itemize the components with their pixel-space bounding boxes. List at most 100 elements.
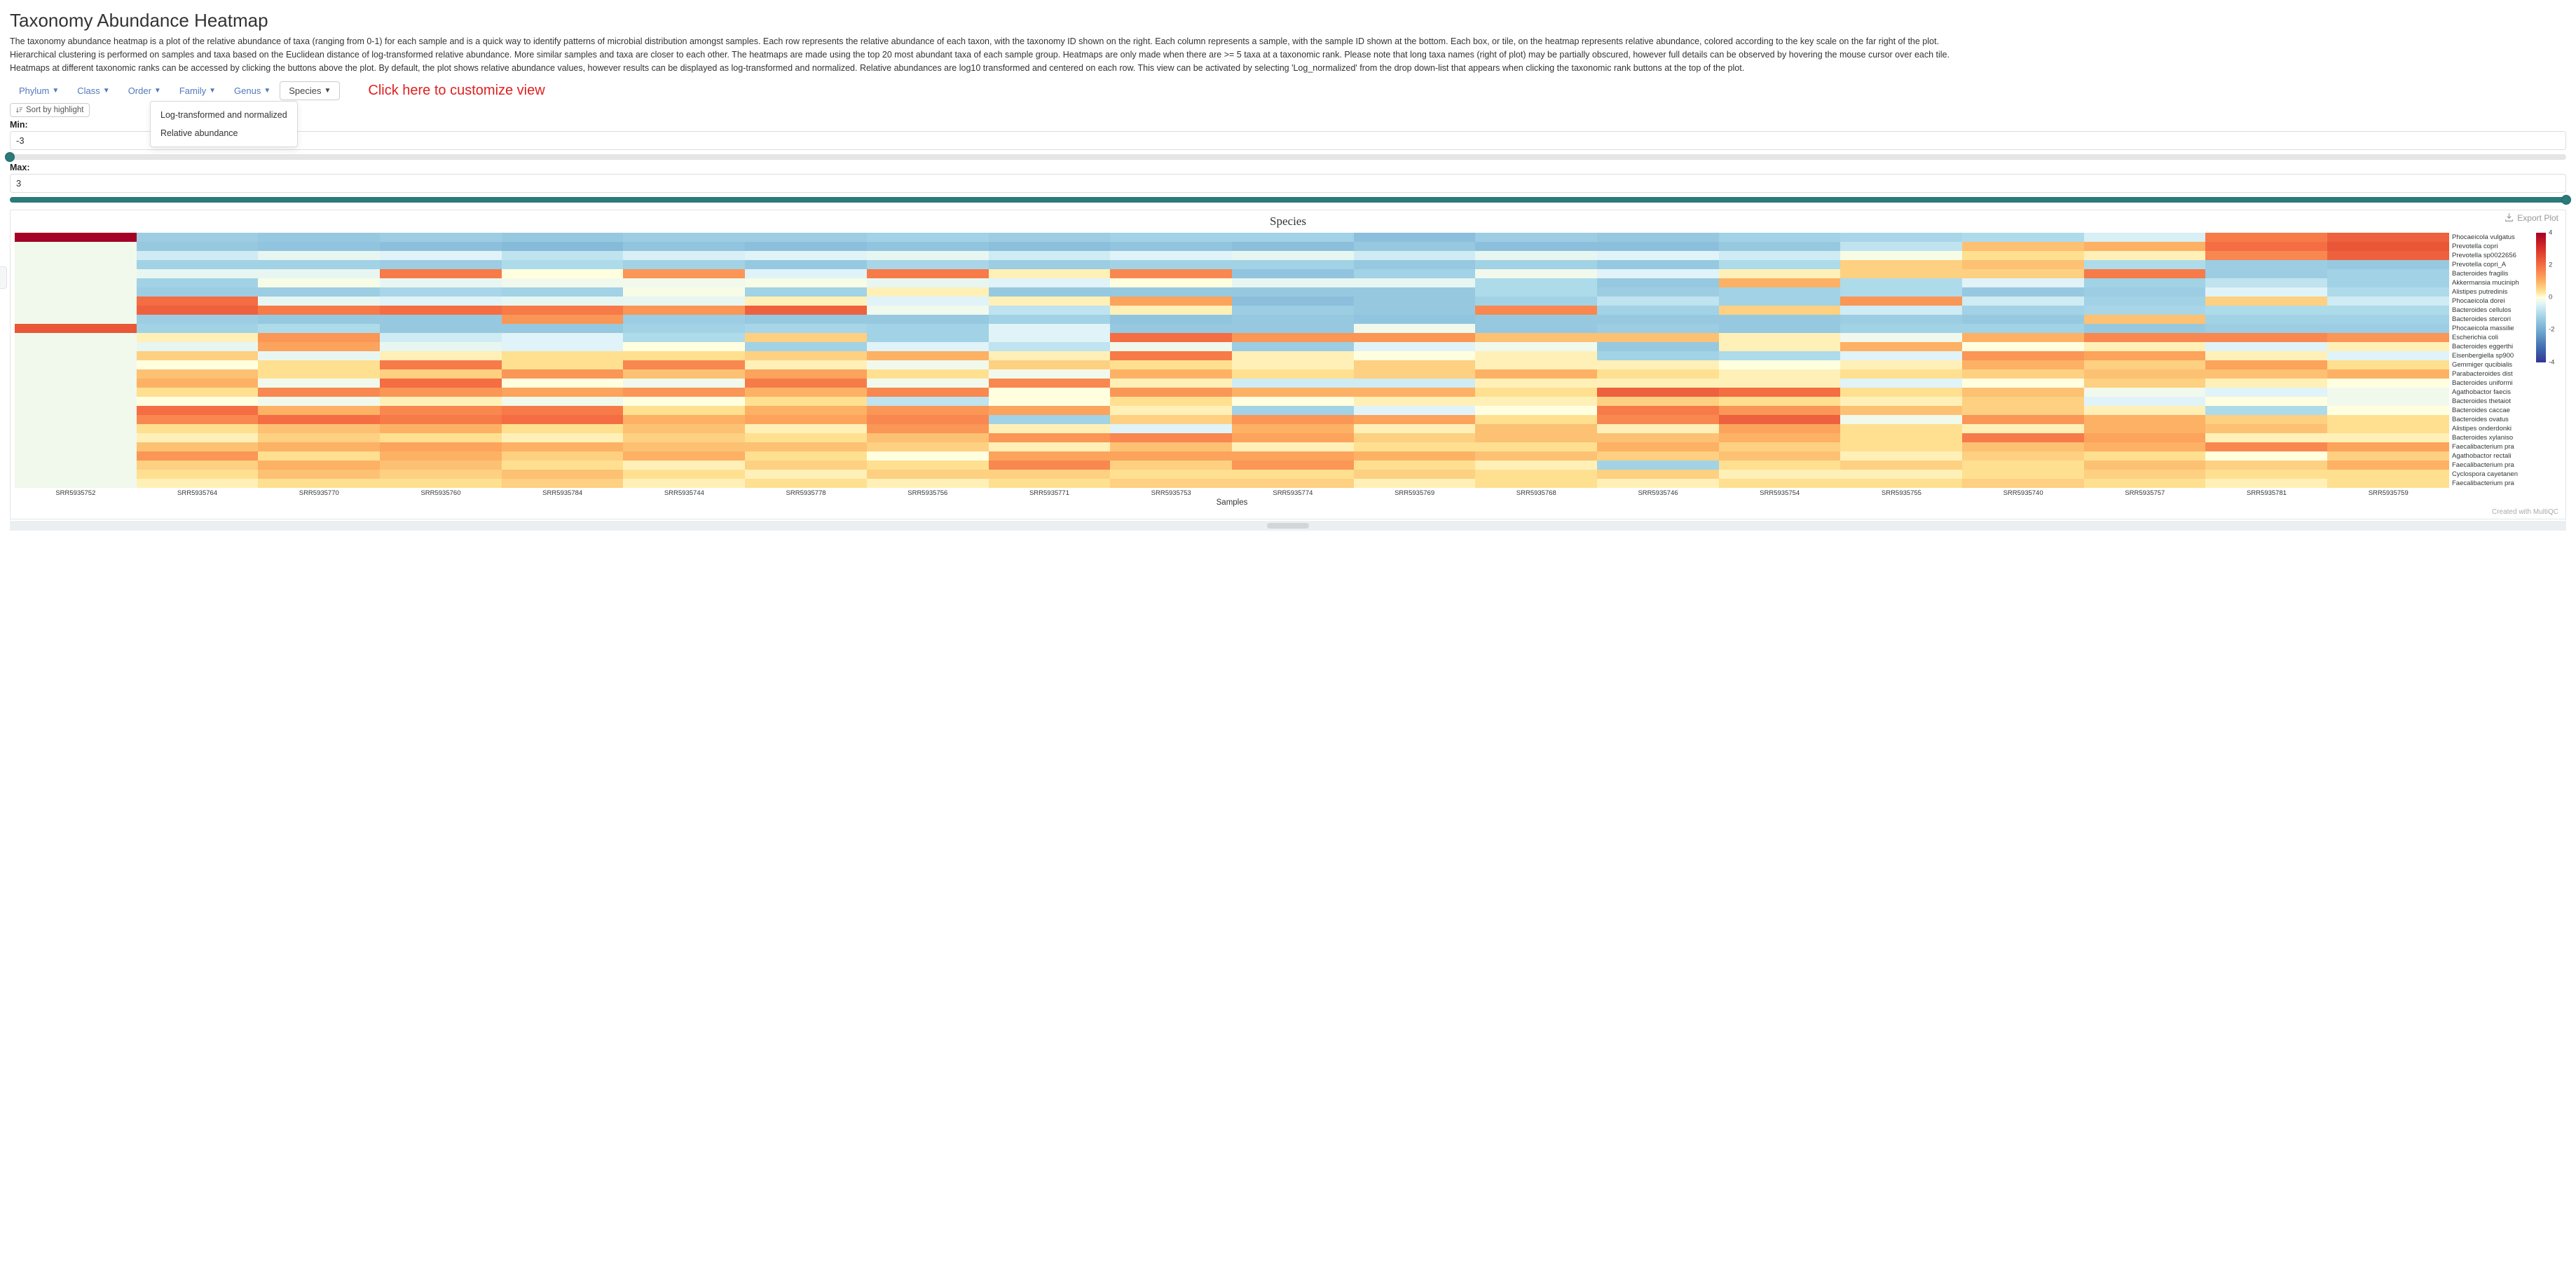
heatmap-cell[interactable] [623, 433, 745, 442]
heatmap-cell[interactable] [623, 442, 745, 451]
heatmap-cell[interactable] [623, 479, 745, 488]
heatmap-cell[interactable] [502, 333, 624, 342]
heatmap-cell[interactable] [623, 470, 745, 479]
heatmap-cell[interactable] [989, 369, 1111, 379]
heatmap-cell[interactable] [1232, 433, 1354, 442]
heatmap-cell[interactable] [2205, 388, 2327, 397]
heatmap-cell[interactable] [137, 315, 259, 324]
heatmap-cell[interactable] [1232, 260, 1354, 269]
heatmap-cell[interactable] [1840, 479, 1962, 488]
heatmap-cell[interactable] [2205, 324, 2327, 333]
heatmap-cell[interactable] [502, 278, 624, 287]
tax-tab-species[interactable]: Species▼ [280, 81, 340, 100]
heatmap-cell[interactable] [15, 297, 137, 306]
heatmap-cell[interactable] [502, 360, 624, 369]
heatmap-cell[interactable] [2084, 251, 2206, 260]
heatmap-cell[interactable] [1475, 379, 1597, 388]
heatmap-cell[interactable] [1962, 406, 2084, 415]
heatmap-cell[interactable] [1597, 315, 1719, 324]
heatmap-cell[interactable] [502, 461, 624, 470]
heatmap-cell[interactable] [258, 461, 380, 470]
sort-by-highlight-button[interactable]: Sort by highlight [10, 103, 90, 117]
heatmap-cell[interactable] [989, 297, 1111, 306]
heatmap-cell[interactable] [502, 297, 624, 306]
heatmap-cell[interactable] [137, 461, 259, 470]
heatmap-cell[interactable] [1597, 360, 1719, 369]
min-slider-thumb[interactable] [5, 152, 15, 162]
heatmap-cell[interactable] [1840, 342, 1962, 351]
heatmap-cell[interactable] [380, 306, 502, 315]
heatmap-cell[interactable] [2327, 315, 2449, 324]
heatmap-cell[interactable] [1110, 369, 1232, 379]
heatmap-cell[interactable] [137, 333, 259, 342]
heatmap-cell[interactable] [258, 415, 380, 424]
heatmap-cell[interactable] [1354, 461, 1476, 470]
heatmap-cell[interactable] [867, 297, 989, 306]
heatmap-cell[interactable] [258, 470, 380, 479]
heatmap-cell[interactable] [1962, 351, 2084, 360]
heatmap-cell[interactable] [15, 388, 137, 397]
heatmap-cell[interactable] [1110, 242, 1232, 251]
heatmap-cell[interactable] [1475, 297, 1597, 306]
heatmap-cell[interactable] [1475, 433, 1597, 442]
heatmap-cell[interactable] [867, 406, 989, 415]
heatmap-cell[interactable] [15, 360, 137, 369]
heatmap-cell[interactable] [1475, 333, 1597, 342]
heatmap-cell[interactable] [258, 451, 380, 461]
heatmap-cell[interactable] [745, 442, 867, 451]
heatmap-cell[interactable] [137, 242, 259, 251]
heatmap-cell[interactable] [2327, 260, 2449, 269]
heatmap-cell[interactable] [502, 251, 624, 260]
heatmap-cell[interactable] [1475, 342, 1597, 351]
heatmap-cell[interactable] [137, 415, 259, 424]
heatmap-cell[interactable] [989, 333, 1111, 342]
heatmap-cell[interactable] [502, 406, 624, 415]
heatmap-cell[interactable] [502, 442, 624, 451]
heatmap-cell[interactable] [2205, 315, 2327, 324]
heatmap-cell[interactable] [258, 397, 380, 406]
heatmap-cell[interactable] [1354, 379, 1476, 388]
heatmap-cell[interactable] [1719, 251, 1841, 260]
heatmap-cell[interactable] [1840, 379, 1962, 388]
heatmap-cell[interactable] [258, 315, 380, 324]
heatmap-cell[interactable] [1597, 260, 1719, 269]
heatmap-cell[interactable] [867, 269, 989, 278]
heatmap-cell[interactable] [258, 306, 380, 315]
heatmap-cell[interactable] [1232, 333, 1354, 342]
heatmap-cell[interactable] [2084, 306, 2206, 315]
heatmap-cell[interactable] [15, 269, 137, 278]
heatmap-cell[interactable] [1232, 461, 1354, 470]
heatmap-cell[interactable] [623, 251, 745, 260]
heatmap-cell[interactable] [1354, 451, 1476, 461]
heatmap-cell[interactable] [1110, 315, 1232, 324]
heatmap-cell[interactable] [380, 369, 502, 379]
heatmap-cell[interactable] [2084, 470, 2206, 479]
heatmap-cell[interactable] [1597, 379, 1719, 388]
heatmap-cell[interactable] [1354, 433, 1476, 442]
heatmap-cell[interactable] [380, 251, 502, 260]
heatmap-cell[interactable] [1719, 433, 1841, 442]
heatmap-cell[interactable] [380, 360, 502, 369]
heatmap-cell[interactable] [2327, 479, 2449, 488]
heatmap-cell[interactable] [1840, 287, 1962, 297]
heatmap-cell[interactable] [137, 351, 259, 360]
heatmap-cell[interactable] [867, 424, 989, 433]
heatmap-cell[interactable] [867, 260, 989, 269]
heatmap-cell[interactable] [1962, 260, 2084, 269]
heatmap-cell[interactable] [1597, 442, 1719, 451]
heatmap-cell[interactable] [2205, 251, 2327, 260]
heatmap-cell[interactable] [502, 324, 624, 333]
heatmap-cell[interactable] [258, 369, 380, 379]
heatmap-cell[interactable] [1597, 415, 1719, 424]
heatmap-cell[interactable] [1840, 324, 1962, 333]
heatmap-cell[interactable] [1719, 479, 1841, 488]
heatmap-cell[interactable] [258, 269, 380, 278]
heatmap-cell[interactable] [1354, 233, 1476, 242]
heatmap-cell[interactable] [15, 333, 137, 342]
heatmap-cell[interactable] [1475, 388, 1597, 397]
heatmap-cell[interactable] [137, 406, 259, 415]
heatmap-cell[interactable] [1962, 306, 2084, 315]
heatmap-cell[interactable] [1354, 406, 1476, 415]
heatmap-cell[interactable] [989, 251, 1111, 260]
heatmap-cell[interactable] [137, 424, 259, 433]
